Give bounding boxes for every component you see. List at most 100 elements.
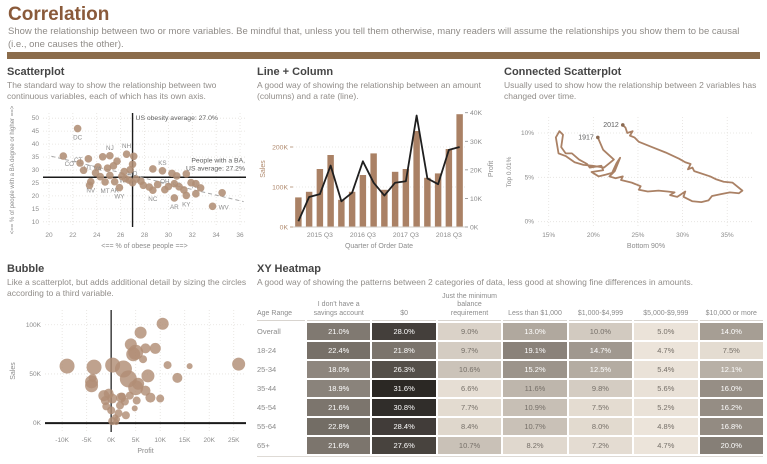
data-bubble[interactable]: [121, 411, 130, 420]
sales-bar[interactable]: [391, 171, 399, 228]
data-point[interactable]: [192, 190, 200, 198]
data-bubble[interactable]: [59, 358, 75, 374]
data-point[interactable]: [168, 169, 176, 178]
data-bubble[interactable]: [156, 317, 169, 330]
heatmap-cell[interactable]: 6.6%: [437, 380, 502, 398]
data-point[interactable]: [196, 184, 205, 192]
sales-bar[interactable]: [305, 191, 313, 228]
data-bubble[interactable]: [107, 406, 116, 415]
data-point[interactable]: [158, 167, 167, 175]
sales-bar[interactable]: [359, 175, 367, 228]
heatmap-cell[interactable]: 9.8%: [568, 380, 633, 398]
data-point[interactable]: [79, 166, 88, 175]
data-point[interactable]: [126, 166, 134, 174]
data-bubble[interactable]: [132, 377, 145, 390]
heatmap-cell[interactable]: 7.5%: [699, 342, 763, 360]
heatmap-cell[interactable]: 4.7%: [634, 342, 698, 360]
data-point[interactable]: [145, 183, 154, 191]
heatmap-cell[interactable]: 21.0%: [307, 323, 371, 341]
data-bubble[interactable]: [156, 394, 165, 403]
heatmap-cell[interactable]: 4.7%: [634, 437, 698, 455]
heatmap-cell[interactable]: 31.6%: [372, 380, 436, 398]
xy-heatmap-chart[interactable]: Age Range I don't have a savings account $…: [257, 293, 763, 458]
data-bubble[interactable]: [172, 372, 183, 383]
heatmap-cell[interactable]: 4.8%: [634, 418, 698, 436]
data-bubble[interactable]: [86, 359, 102, 375]
heatmap-cell[interactable]: 13.0%: [503, 323, 567, 341]
scatterplot-chart[interactable]: 20 22 24 26 28 30 32 34 36 10 15 20 25 30 35 40 45 50 <== …: [7, 105, 252, 257]
data-bubble[interactable]: [128, 344, 144, 360]
data-point[interactable]: [153, 180, 162, 189]
data-bubble[interactable]: [103, 388, 114, 399]
sales-bar[interactable]: [381, 189, 388, 228]
data-point[interactable]: [59, 152, 68, 160]
heatmap-cell[interactable]: 12.1%: [699, 361, 763, 379]
data-bubble[interactable]: [134, 326, 147, 339]
data-bubble[interactable]: [141, 369, 155, 383]
heatmap-cell[interactable]: 20.0%: [699, 437, 763, 455]
data-bubble[interactable]: [120, 397, 129, 406]
heatmap-cell[interactable]: 8.0%: [568, 418, 633, 436]
heatmap-cell[interactable]: 30.8%: [372, 399, 436, 417]
sales-bar[interactable]: [434, 173, 442, 228]
heatmap-cell[interactable]: 28.4%: [372, 418, 436, 436]
heatmap-cell[interactable]: 5.0%: [634, 323, 698, 341]
data-point[interactable]: [73, 124, 82, 133]
data-point[interactable]: [182, 170, 191, 178]
sales-bar[interactable]: [424, 177, 431, 228]
heatmap-cell[interactable]: 5.6%: [634, 380, 698, 398]
data-point[interactable]: [94, 163, 102, 171]
connected-scatterplot-chart[interactable]: 15% 20% 25% 30% 35% 0% 5% 10% Bottom 90% Top 0.01…: [504, 105, 764, 257]
data-point[interactable]: [149, 165, 157, 173]
heatmap-cell[interactable]: 10.6%: [437, 361, 502, 379]
heatmap-cell[interactable]: 21.8%: [372, 342, 436, 360]
data-bubble[interactable]: [140, 385, 151, 396]
heatmap-cell[interactable]: 9.0%: [437, 323, 502, 341]
heatmap-cell[interactable]: 8.4%: [437, 418, 502, 436]
scatter-points[interactable]: DCCTCOUTNJNHVAMDWAKSSCNVMTAKWYNCOHARKYAL…: [59, 124, 230, 212]
data-bubble[interactable]: [232, 357, 246, 371]
heatmap-cell[interactable]: 21.6%: [307, 437, 371, 455]
data-point[interactable]: [84, 155, 93, 163]
heatmap-cell[interactable]: 5.2%: [634, 399, 698, 417]
data-bubble[interactable]: [139, 355, 148, 364]
heatmap-cell[interactable]: 18.0%: [307, 361, 371, 379]
data-point[interactable]: [106, 171, 114, 180]
data-point[interactable]: [110, 177, 119, 186]
heatmap-cell[interactable]: 27.6%: [372, 437, 436, 455]
heatmap-cell[interactable]: 16.0%: [699, 380, 763, 398]
heatmap-cell[interactable]: 14.0%: [699, 323, 763, 341]
heatmap-cell[interactable]: 16.8%: [699, 418, 763, 436]
sales-bar[interactable]: [316, 169, 324, 228]
data-bubble[interactable]: [85, 379, 99, 393]
data-bubble[interactable]: [145, 392, 156, 403]
data-bubble[interactable]: [186, 363, 193, 370]
bubble-points[interactable]: [59, 317, 246, 426]
data-point[interactable]: [218, 189, 226, 197]
heatmap-cell[interactable]: 12.5%: [568, 361, 633, 379]
data-point[interactable]: [76, 159, 84, 167]
data-point[interactable]: [106, 152, 114, 160]
sales-bar[interactable]: [327, 155, 334, 228]
data-point[interactable]: [164, 182, 173, 191]
sales-bar[interactable]: [456, 114, 463, 228]
heatmap-cell[interactable]: 10.9%: [503, 399, 567, 417]
data-point[interactable]: [180, 186, 188, 194]
profit-line[interactable]: [297, 114, 460, 222]
data-point[interactable]: [129, 152, 138, 161]
heatmap-cell[interactable]: 15.2%: [503, 361, 567, 379]
heatmap-cell[interactable]: 22.4%: [307, 342, 371, 360]
bubble-chart[interactable]: -10K -5K 0K 5K 10K 15K 20K 25K 0K 50K 100K Profit Sa…: [7, 302, 252, 464]
sales-bar[interactable]: [370, 153, 377, 228]
heatmap-cell[interactable]: 21.6%: [307, 399, 371, 417]
heatmap-cell[interactable]: 9.7%: [437, 342, 502, 360]
line-column-chart[interactable]: 0K 100K 200K 0K 10K 20K 30K 40K 2015 Q3 2016 Q3 20…: [257, 105, 497, 257]
data-point[interactable]: [115, 183, 124, 192]
data-point[interactable]: [109, 162, 118, 170]
data-point[interactable]: [121, 174, 130, 183]
heatmap-cell[interactable]: 5.4%: [634, 361, 698, 379]
connected-path[interactable]: [554, 124, 744, 204]
heatmap-cell[interactable]: 7.5%: [568, 399, 633, 417]
data-bubble[interactable]: [163, 361, 172, 370]
data-point[interactable]: [98, 153, 107, 161]
